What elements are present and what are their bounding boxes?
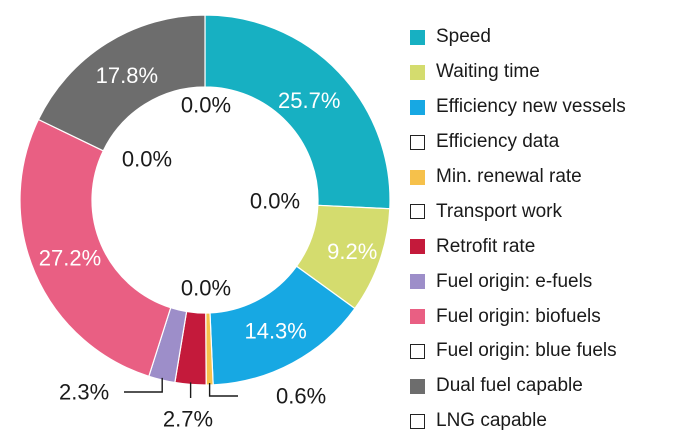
legend-item-dual-fuel-capable: Dual fuel capable — [410, 369, 626, 404]
legend-item-transport-work: Transport work — [410, 194, 626, 229]
legend-swatch-fuel-origin-biofuels — [410, 309, 425, 325]
legend-label-min-renewal-rate: Min. renewal rate — [436, 166, 582, 187]
legend-label-fuel-origin-e-fuels: Fuel origin: e-fuels — [436, 270, 593, 292]
legend-swatch-dual-fuel-capable — [410, 378, 425, 394]
data-label-fuel-origin-blue-fuels: 0.0% — [122, 147, 172, 172]
legend-swatch-lng-capable — [410, 413, 425, 429]
data-label-retrofit-rate: 2.7% — [163, 407, 213, 432]
data-label-dual-fuel-capable: 17.8% — [96, 63, 158, 88]
legend-swatch-min-renewal-rate — [410, 169, 425, 185]
donut-chart: 25.7% 9.2% 14.3% 0.0% 0.6% 0.0% 2.7% 2.3% 27.2% 0… — [19, 14, 391, 432]
data-label-efficiency-data: 0.0% — [250, 189, 300, 214]
legend-item-efficiency-new-vessels: Efficiency new vessels — [410, 90, 626, 125]
slice-dual-fuel-capable — [37, 14, 206, 152]
data-label-fuel-origin-e-fuels: 2.3% — [59, 380, 109, 405]
data-label-speed: 25.7% — [278, 88, 340, 113]
legend-swatch-transport-work — [410, 204, 425, 220]
legend-item-waiting-time: Waiting time — [410, 55, 626, 90]
data-label-lng-capable: 0.0% — [181, 93, 231, 118]
legend-swatch-retrofit-rate — [410, 239, 425, 255]
data-label-fuel-origin-biofuels: 27.2% — [39, 246, 101, 271]
legend-item-lng-capable: LNG capable — [410, 404, 626, 439]
legend-label-waiting-time: Waiting time — [436, 61, 540, 83]
legend-item-fuel-origin-biofuels: Fuel origin: biofuels — [410, 299, 626, 334]
legend-label-efficiency-new-vessels: Efficiency new vessels — [436, 96, 626, 118]
legend-swatch-fuel-origin-e-fuels — [410, 274, 425, 290]
legend-label-transport-work: Transport work — [436, 200, 562, 222]
legend-label-speed: Speed — [436, 26, 491, 48]
legend-item-min-renewal-rate: Min. renewal rate — [410, 160, 626, 195]
slice-speed — [204, 14, 391, 210]
legend-item-retrofit-rate: Retrofit rate — [410, 229, 626, 264]
legend-item-fuel-origin-e-fuels: Fuel origin: e-fuels — [410, 264, 626, 299]
data-label-efficiency-new-vessels: 14.3% — [244, 319, 306, 344]
legend-swatch-efficiency-data — [410, 134, 425, 150]
legend-label-retrofit-rate: Retrofit rate — [436, 235, 536, 257]
legend-label-dual-fuel-capable: Dual fuel capable — [436, 375, 583, 397]
legend-label-lng-capable: LNG capable — [436, 410, 547, 432]
legend-label-efficiency-data: Efficiency data — [436, 131, 560, 153]
legend-swatch-efficiency-new-vessels — [410, 99, 425, 115]
legend-label-fuel-origin-biofuels: Fuel origin: biofuels — [436, 305, 601, 327]
data-label-min-renewal-rate: 0.6% — [276, 384, 326, 409]
chart-legend: Speed Waiting time Efficiency new vessels E… — [410, 20, 626, 439]
leader-line-fuel-origin-e-fuels — [124, 377, 163, 393]
legend-swatch-speed — [410, 29, 425, 45]
data-label-waiting-time: 9.2% — [327, 239, 377, 264]
legend-label-fuel-origin-blue-fuels: Fuel origin: blue fuels — [436, 340, 617, 362]
legend-item-speed: Speed — [410, 20, 626, 55]
legend-swatch-fuel-origin-blue-fuels — [410, 343, 425, 359]
legend-item-fuel-origin-blue-fuels: Fuel origin: blue fuels — [410, 334, 626, 369]
leader-line-min-renewal-rate — [208, 382, 238, 397]
legend-swatch-waiting-time — [410, 64, 425, 80]
slice-fuel-origin-biofuels — [19, 118, 172, 378]
legend-item-efficiency-data: Efficiency data — [410, 125, 626, 160]
data-label-transport-work: 0.0% — [181, 276, 231, 301]
